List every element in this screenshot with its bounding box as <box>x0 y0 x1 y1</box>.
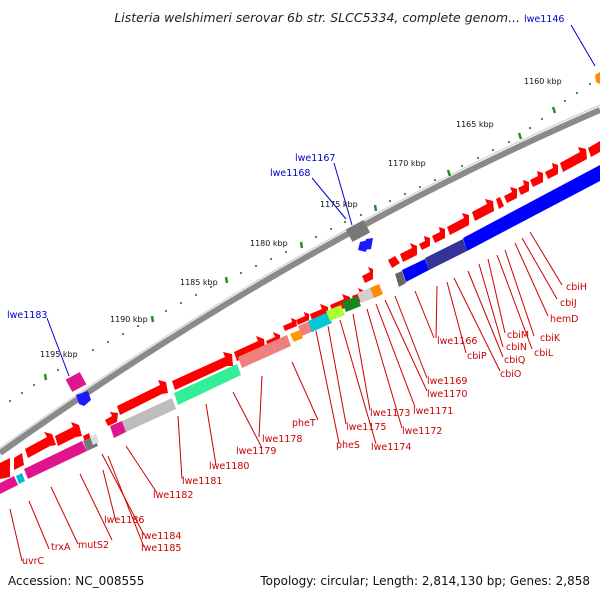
kbp-label: 1190 kbp <box>110 315 148 324</box>
outer-label-lines <box>46 24 596 377</box>
gene-label-lwe1180[interactable]: lwe1180 <box>209 461 249 472</box>
gene-label-lwe1170[interactable]: lwe1170 <box>427 389 467 400</box>
reverse-features[interactable] <box>0 165 600 494</box>
gene-label-cbiQ[interactable]: cbiQ <box>504 355 525 366</box>
genome-backbone-highlight <box>0 104 600 449</box>
gene-label-lwe1184[interactable]: lwe1184 <box>141 531 181 542</box>
gene-label-lwe1181[interactable]: lwe1181 <box>182 476 222 487</box>
gene-label-lwe1146[interactable]: lwe1146 <box>524 14 564 25</box>
gene-label-cbiM[interactable]: cbiM <box>507 330 529 341</box>
gene-label-cbiN[interactable]: cbiN <box>506 342 527 353</box>
gene-label-lwe1179[interactable]: lwe1179 <box>236 446 276 457</box>
gene-label-lwe1171[interactable]: lwe1171 <box>413 406 453 417</box>
inner-label-lines <box>9 231 563 562</box>
gene-label-pheS[interactable]: pheS <box>336 440 360 451</box>
gene-label-lwe1167[interactable]: lwe1167 <box>295 153 335 164</box>
gene-label-trxA[interactable]: trxA <box>51 542 71 553</box>
gene-label-lwe1172[interactable]: lwe1172 <box>402 426 442 437</box>
kbp-label: 1170 kbp <box>388 159 426 168</box>
kbp-ruler <box>8 82 592 403</box>
gene-label-cbiJ[interactable]: cbiJ <box>560 298 577 309</box>
genome-stats-label: Topology: circular; Length: 2,814,130 bp… <box>260 574 590 588</box>
gene-label-lwe1182[interactable]: lwe1182 <box>153 490 193 501</box>
accession-label: Accession: NC_008555 <box>8 574 145 588</box>
gene-label-uvrC[interactable]: uvrC <box>22 556 45 567</box>
gene-label-lwe1183[interactable]: lwe1183 <box>7 310 47 321</box>
gene-label-cbiO[interactable]: cbiO <box>500 369 521 380</box>
kbp-label: 1175 kbp <box>320 200 358 209</box>
gene-label-lwe1166[interactable]: lwe1166 <box>437 336 477 347</box>
gene-label-cbiL[interactable]: cbiL <box>534 348 554 359</box>
gene-label-lwe1169[interactable]: lwe1169 <box>427 376 467 387</box>
kbp-ticks <box>43 106 557 381</box>
gene-label-lwe1186[interactable]: lwe1186 <box>104 515 144 526</box>
kbp-label: 1165 kbp <box>456 120 494 129</box>
outer-features[interactable] <box>65 72 600 406</box>
kbp-label: 1185 kbp <box>180 278 218 287</box>
forward-genes[interactable] <box>0 141 600 479</box>
gene-label-lwe1178[interactable]: lwe1178 <box>262 434 302 445</box>
gene-label-lwe1168[interactable]: lwe1168 <box>270 168 310 179</box>
gene-label-lwe1174[interactable]: lwe1174 <box>371 442 411 453</box>
kbp-label: 1195 kbp <box>40 350 78 359</box>
gene-label-pheT[interactable]: pheT <box>292 418 316 429</box>
gene-label-cbiK[interactable]: cbiK <box>540 333 561 344</box>
kbp-label: 1160 kbp <box>524 77 562 86</box>
gene-label-hemD[interactable]: hemD <box>550 314 578 325</box>
gene-label-cbiH[interactable]: cbiH <box>566 282 587 293</box>
gene-label-lwe1173[interactable]: lwe1173 <box>370 408 410 419</box>
map-title: Listeria welshimeri serovar 6b str. SLCC… <box>114 10 520 25</box>
kbp-label: 1180 kbp <box>250 239 288 248</box>
gene-label-lwe1185[interactable]: lwe1185 <box>141 543 181 554</box>
gene-label-lwe1175[interactable]: lwe1175 <box>346 422 386 433</box>
gene-label-mutS2[interactable]: mutS2 <box>78 540 109 551</box>
gene-label-cbiP[interactable]: cbiP <box>467 351 487 362</box>
